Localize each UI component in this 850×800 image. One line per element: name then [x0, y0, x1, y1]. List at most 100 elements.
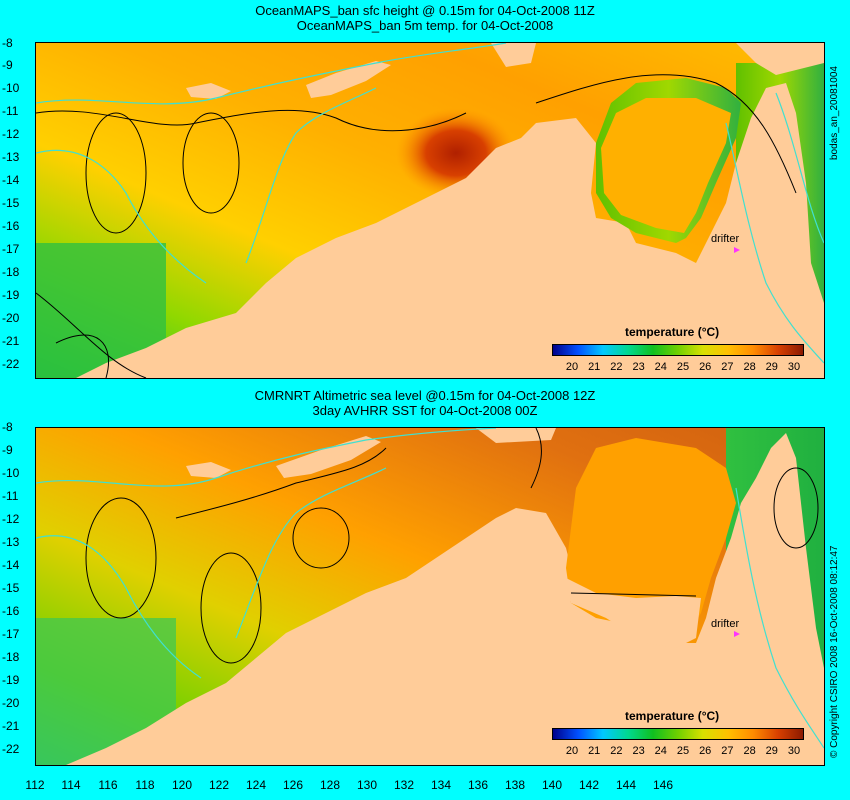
lat-label: -12 — [2, 512, 20, 526]
top-colorbar — [552, 344, 804, 356]
lat-label: -13 — [2, 535, 20, 549]
lon-label: 146 — [652, 778, 674, 792]
land-sumba — [186, 462, 231, 478]
lat-label: -19 — [2, 673, 20, 687]
lat-label: -16 — [2, 219, 20, 233]
land-sumba — [186, 83, 231, 99]
top-title-line2: OceanMAPS_ban 5m temp. for 04-Oct-2008 — [296, 18, 554, 33]
colorbar-tick-label: 25 — [676, 361, 690, 373]
lon-label: 136 — [467, 778, 489, 792]
lat-label: -18 — [2, 265, 20, 279]
lat-label: -20 — [2, 311, 20, 325]
bottom-side-label: © Copyright CSIRO 2008 16-Oct-2008 08:12… — [829, 545, 840, 759]
colorbar-tick-label: 25 — [676, 745, 690, 757]
lon-label: 118 — [135, 778, 155, 792]
colorbar-tick-label: 21 — [588, 745, 601, 757]
colorbar-tick-label: 22 — [610, 361, 623, 373]
gulf-water-warm — [601, 98, 731, 233]
contours-cyan — [36, 43, 824, 364]
lat-label: -11 — [2, 104, 19, 118]
lat-label: -10 — [2, 466, 20, 480]
colorbar-tick-label: 26 — [699, 745, 712, 757]
lat-label: -17 — [2, 242, 20, 256]
contours-black — [36, 74, 797, 378]
lat-label: -22 — [2, 742, 20, 756]
colorbar-tick-label: 20 — [565, 745, 579, 757]
lat-label: -8 — [2, 420, 13, 434]
land-timor — [276, 436, 381, 478]
lat-label: -18 — [2, 650, 20, 664]
land-newguinea — [736, 43, 824, 75]
colorbar-tick-label: 29 — [765, 745, 778, 757]
lon-label: 134 — [430, 778, 452, 792]
colorbar-tick-label: 30 — [787, 745, 801, 757]
gulf-south-shore — [566, 578, 701, 648]
bottom-drifter-marker — [734, 631, 740, 637]
lon-label: 128 — [319, 778, 341, 792]
lat-label: -15 — [2, 196, 20, 210]
lat-label: -9 — [2, 443, 13, 457]
lon-label: 140 — [541, 778, 563, 792]
land-australia — [66, 433, 824, 765]
colorbar-tick-label: 29 — [765, 361, 778, 373]
lon-label: 144 — [615, 778, 637, 792]
colorbar-tick-label: 22 — [610, 745, 623, 757]
lat-label: -16 — [2, 604, 20, 618]
bottom-map-panel — [35, 427, 825, 766]
top-colorbar-title: temperature (°C) — [625, 325, 720, 339]
lon-label: 130 — [356, 778, 378, 792]
lon-label: 120 — [171, 778, 193, 792]
top-side-label: bodas_an_20081004 — [829, 66, 840, 160]
lat-label: -8 — [2, 36, 13, 50]
top-drifter-label: drifter — [711, 233, 740, 245]
bottom-title-line1: CMRNRT Altimetric sea level @0.15m for 0… — [254, 388, 596, 403]
colorbar-tick-label: 23 — [632, 361, 645, 373]
lat-label: -19 — [2, 288, 20, 302]
colorbar-tick-label: 24 — [654, 745, 667, 757]
bottom-drifter-label: drifter — [711, 618, 740, 630]
lat-label: -13 — [2, 150, 20, 164]
lon-label: 122 — [208, 778, 230, 792]
colorbar-tick-label: 27 — [721, 361, 734, 373]
lon-label: 112 — [25, 778, 45, 792]
bottom-title-line2: 3day AVHRR SST for 04-Oct-2008 00Z — [312, 403, 538, 418]
lon-label: 138 — [504, 778, 526, 792]
bottom-colorbar-title: temperature (°C) — [625, 709, 720, 723]
lon-label: 124 — [245, 778, 267, 792]
lon-label: 142 — [578, 778, 600, 792]
colorbar-tick-label: 28 — [743, 745, 756, 757]
lat-label: -14 — [2, 173, 20, 187]
lat-label: -14 — [2, 558, 20, 572]
contours-cyan — [36, 428, 824, 749]
colorbar-tick-label: 30 — [787, 361, 801, 373]
lat-label: -15 — [2, 581, 20, 595]
lat-label: -12 — [2, 127, 20, 141]
colorbar-tick-label: 20 — [565, 361, 579, 373]
colorbar-tick-label: 23 — [632, 745, 645, 757]
lat-label: -9 — [2, 58, 13, 72]
colorbar-tick-label: 21 — [588, 361, 601, 373]
top-drifter-marker — [734, 247, 740, 253]
lon-label: 116 — [98, 778, 118, 792]
bottom-map-svg — [36, 428, 824, 765]
land-australia — [76, 83, 824, 378]
colorbar-tick-label: 24 — [654, 361, 667, 373]
top-map-svg — [36, 43, 824, 378]
colorbar-tick-label: 28 — [743, 361, 756, 373]
lat-label: -21 — [2, 719, 20, 733]
colorbar-tick-label: 26 — [699, 361, 712, 373]
bottom-colorbar — [552, 728, 804, 740]
lat-label: -20 — [2, 696, 20, 710]
lon-label: 126 — [282, 778, 304, 792]
lat-label: -17 — [2, 627, 20, 641]
top-title-line1: OceanMAPS_ban sfc height @ 0.15m for 04-… — [255, 3, 595, 18]
lon-label: 114 — [61, 778, 81, 792]
contours-black — [85, 428, 819, 664]
land-timor — [306, 61, 391, 98]
lat-label: -21 — [2, 334, 20, 348]
top-map-panel — [35, 42, 825, 379]
land-tanimbar — [491, 43, 536, 67]
lon-label: 132 — [393, 778, 415, 792]
colorbar-tick-label: 27 — [721, 745, 734, 757]
gulf-water — [566, 438, 736, 638]
